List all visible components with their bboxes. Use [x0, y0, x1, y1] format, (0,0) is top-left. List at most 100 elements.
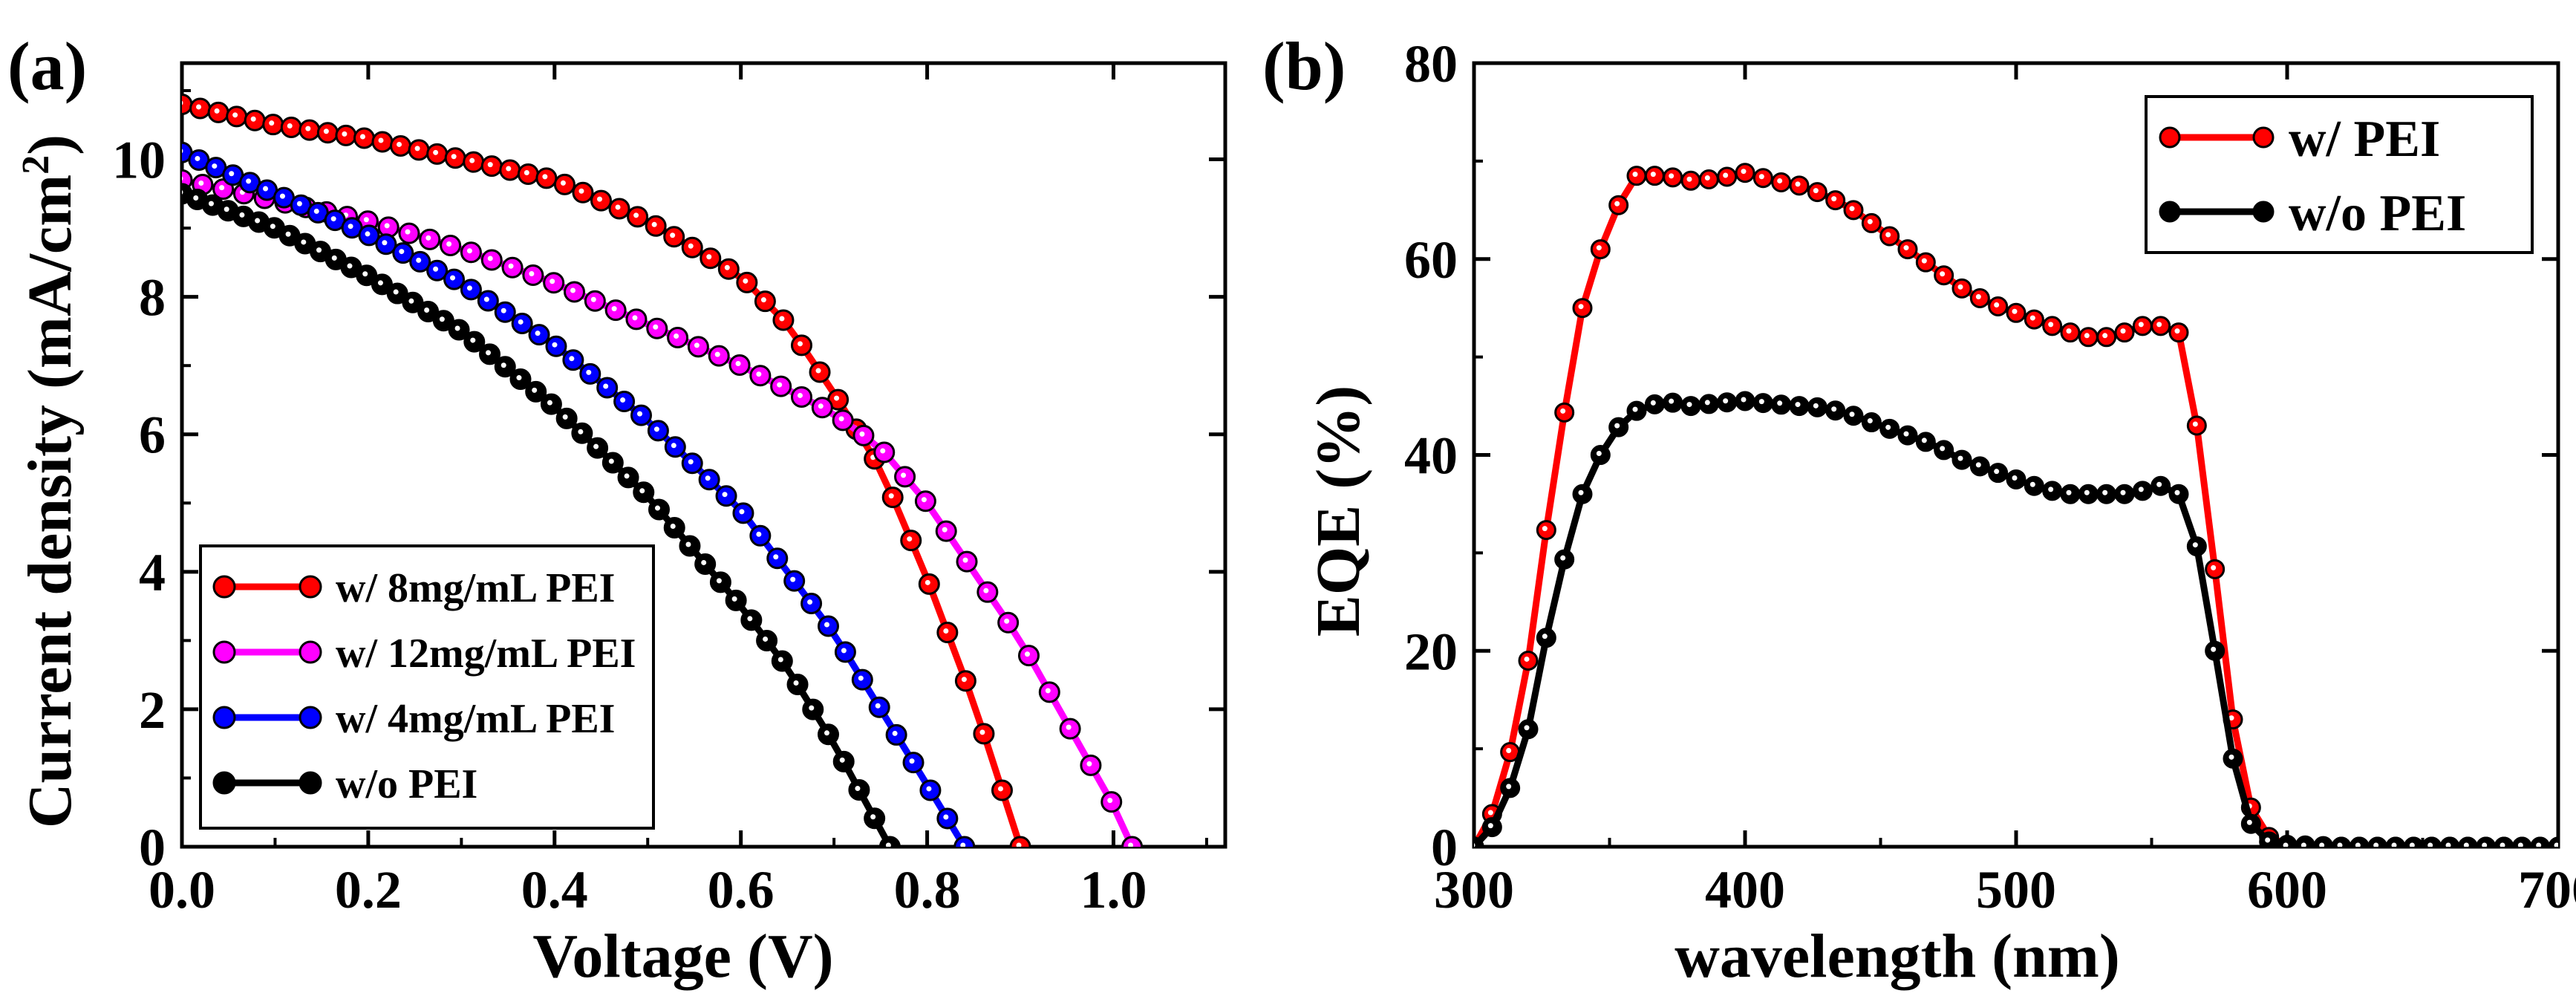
panel-b-data-point-highlight	[2500, 842, 2505, 847]
panel-a-data-point-highlight	[433, 149, 439, 155]
panel-a-legend-marker	[212, 771, 236, 795]
panel-b-data-point-highlight	[1506, 784, 1512, 790]
panel-a-data-point-highlight	[838, 416, 844, 422]
panel-b-plot: 300 400 500 600 700 0 20 40 60 80 w/ PEI w/o PEI	[1404, 34, 2576, 920]
panel-a-data-point-highlight	[487, 162, 493, 168]
panel-a-y-tick-label: 6	[139, 406, 166, 465]
panel-a-data-point	[878, 836, 901, 847]
panel-a-data-point-highlight	[1128, 842, 1134, 847]
panel-a-data-point-highlight	[892, 730, 898, 736]
panel-a-data-point-highlight	[997, 786, 1003, 792]
panel-b-data-point-highlight	[2138, 322, 2144, 328]
panel-b-data-point-highlight	[1813, 403, 1819, 409]
panel-a-data-point-highlight	[961, 677, 967, 683]
panel-a-data-point	[1009, 836, 1031, 847]
panel-b-data-point-highlight	[1650, 400, 1656, 406]
panel-a-data-point	[953, 836, 976, 847]
panel-b-x-axis-label: wavelength (nm)	[1675, 922, 2120, 991]
panel-a-data-point-highlight	[839, 757, 845, 763]
panel-a-data-point-highlight	[532, 387, 538, 393]
panel-a-legend-marker	[212, 706, 236, 729]
panel-a-data-point-highlight	[705, 475, 711, 481]
panel-a-data-point-highlight	[342, 131, 348, 137]
panel-b-data-point-highlight	[1487, 823, 1493, 829]
panel-a-data-point-highlight	[797, 341, 803, 347]
panel-b-x-tick-label: 300	[1434, 860, 1514, 920]
panel-b-data-point-highlight	[1813, 188, 1819, 194]
panel-a-data-point-highlight	[593, 443, 599, 449]
panel-a-data-point-highlight	[885, 842, 891, 847]
panel-b-x-tick-label: 600	[2247, 860, 2327, 920]
panel-a-data-point-highlight	[330, 216, 336, 222]
panel-a-legend-label: w/ 4mg/mL PEI	[336, 696, 615, 742]
panel-b-data-point-highlight	[1867, 218, 1873, 224]
panel-a-y-tick-label: 4	[139, 543, 166, 602]
panel-a-y-tick-label: 0	[139, 818, 166, 877]
panel-a-data-point-highlight	[716, 578, 722, 584]
panel-b-data-point-highlight	[1795, 402, 1801, 408]
panel-a-data-point-highlight	[560, 180, 566, 186]
panel-a-data-point-highlight	[632, 315, 638, 321]
panel-a-data-point-highlight	[921, 497, 927, 503]
panel-b-data-point	[2313, 836, 2334, 847]
panel-a-data-point-highlight	[611, 306, 617, 312]
panel-a-data-point-highlight	[451, 154, 457, 160]
panel-b-legend-marker	[2252, 126, 2275, 149]
panel-b-data-point-highlight	[1957, 455, 1963, 461]
panel-b-data-point-highlight	[2337, 842, 2343, 847]
panel-b-data-point-highlight	[1632, 406, 1638, 412]
panel-a-data-point-highlight	[384, 223, 390, 229]
panel-a-data-point-highlight	[793, 680, 799, 686]
panel-a-data-point-highlight	[182, 149, 183, 154]
panel-a-data-point-highlight	[925, 579, 930, 585]
panel-b-legend-label: w/o PEI	[2289, 185, 2466, 242]
panel-a-data-point-highlight	[722, 492, 728, 498]
panel-a-data-point-highlight	[942, 527, 948, 533]
panel-a-data-point-highlight	[858, 675, 864, 681]
panel-b-data-point-highlight	[2246, 819, 2252, 825]
panel-b-data-point	[2349, 836, 2370, 847]
panel-b-data-point-highlight	[2048, 322, 2054, 328]
panel-b-data-point-highlight	[2102, 489, 2108, 495]
panel-a-data-point-highlight	[305, 126, 311, 131]
panel-b-data-point-highlight	[1940, 271, 1946, 277]
panel-a-data-point-highlight	[195, 155, 200, 161]
panel-a-data-point-highlight	[378, 137, 384, 143]
panel-b-y-tick-label: 40	[1404, 426, 1458, 486]
panel-a-data-point-highlight	[797, 392, 803, 398]
panel-b-data-point-highlight	[2084, 333, 2090, 339]
panel-b-data-point	[2385, 836, 2406, 847]
panel-b-data-point	[2511, 836, 2532, 847]
panel-b-data-point	[2331, 836, 2352, 847]
panel-a-data-point-highlight	[637, 411, 643, 417]
panel-b-data-point-highlight	[1560, 408, 1566, 414]
panel-a-data-point-highlight	[365, 231, 371, 237]
panel-b-series-group	[1474, 163, 2558, 847]
panel-b-data-point-highlight	[2029, 315, 2035, 321]
panel-a-legend-marker	[299, 771, 322, 795]
panel-a-data-point-highlight	[359, 134, 365, 140]
panel-b-data-point-highlight	[1975, 294, 1981, 299]
panel-a-data-point-highlight	[983, 588, 989, 593]
panel-a-data-point-highlight	[907, 536, 913, 542]
panel-a-data-point-highlight	[182, 176, 183, 181]
panel-b-data-point-highlight	[1578, 304, 1584, 310]
panel-b-data-point-highlight	[2283, 842, 2289, 847]
panel-a-data-point-highlight	[450, 275, 456, 281]
panel-a-data-point-highlight	[382, 240, 388, 246]
panel-a-x-tick-label: 0.2	[335, 860, 402, 920]
panel-b-data-point	[2295, 836, 2315, 847]
panel-b-data-point-highlight	[2138, 487, 2144, 492]
panel-a-data-point-highlight	[469, 157, 475, 163]
panel-a-data-point-highlight	[279, 193, 285, 199]
panel-b-legend-marker	[2252, 201, 2275, 223]
panel-a-data-point-highlight	[487, 256, 493, 261]
panel-a-data-point-highlight	[562, 414, 568, 420]
panel-a-data-point-highlight	[818, 403, 824, 409]
panel-a-data-point-highlight	[414, 146, 420, 152]
panel-a-data-point-highlight	[518, 319, 524, 325]
panel-a-data-point-highlight	[888, 493, 894, 499]
panel-a-data-point-highlight	[624, 473, 630, 479]
panel-b-data-point-highlight	[2012, 475, 2018, 481]
panel-a-data-point-highlight	[901, 472, 907, 478]
